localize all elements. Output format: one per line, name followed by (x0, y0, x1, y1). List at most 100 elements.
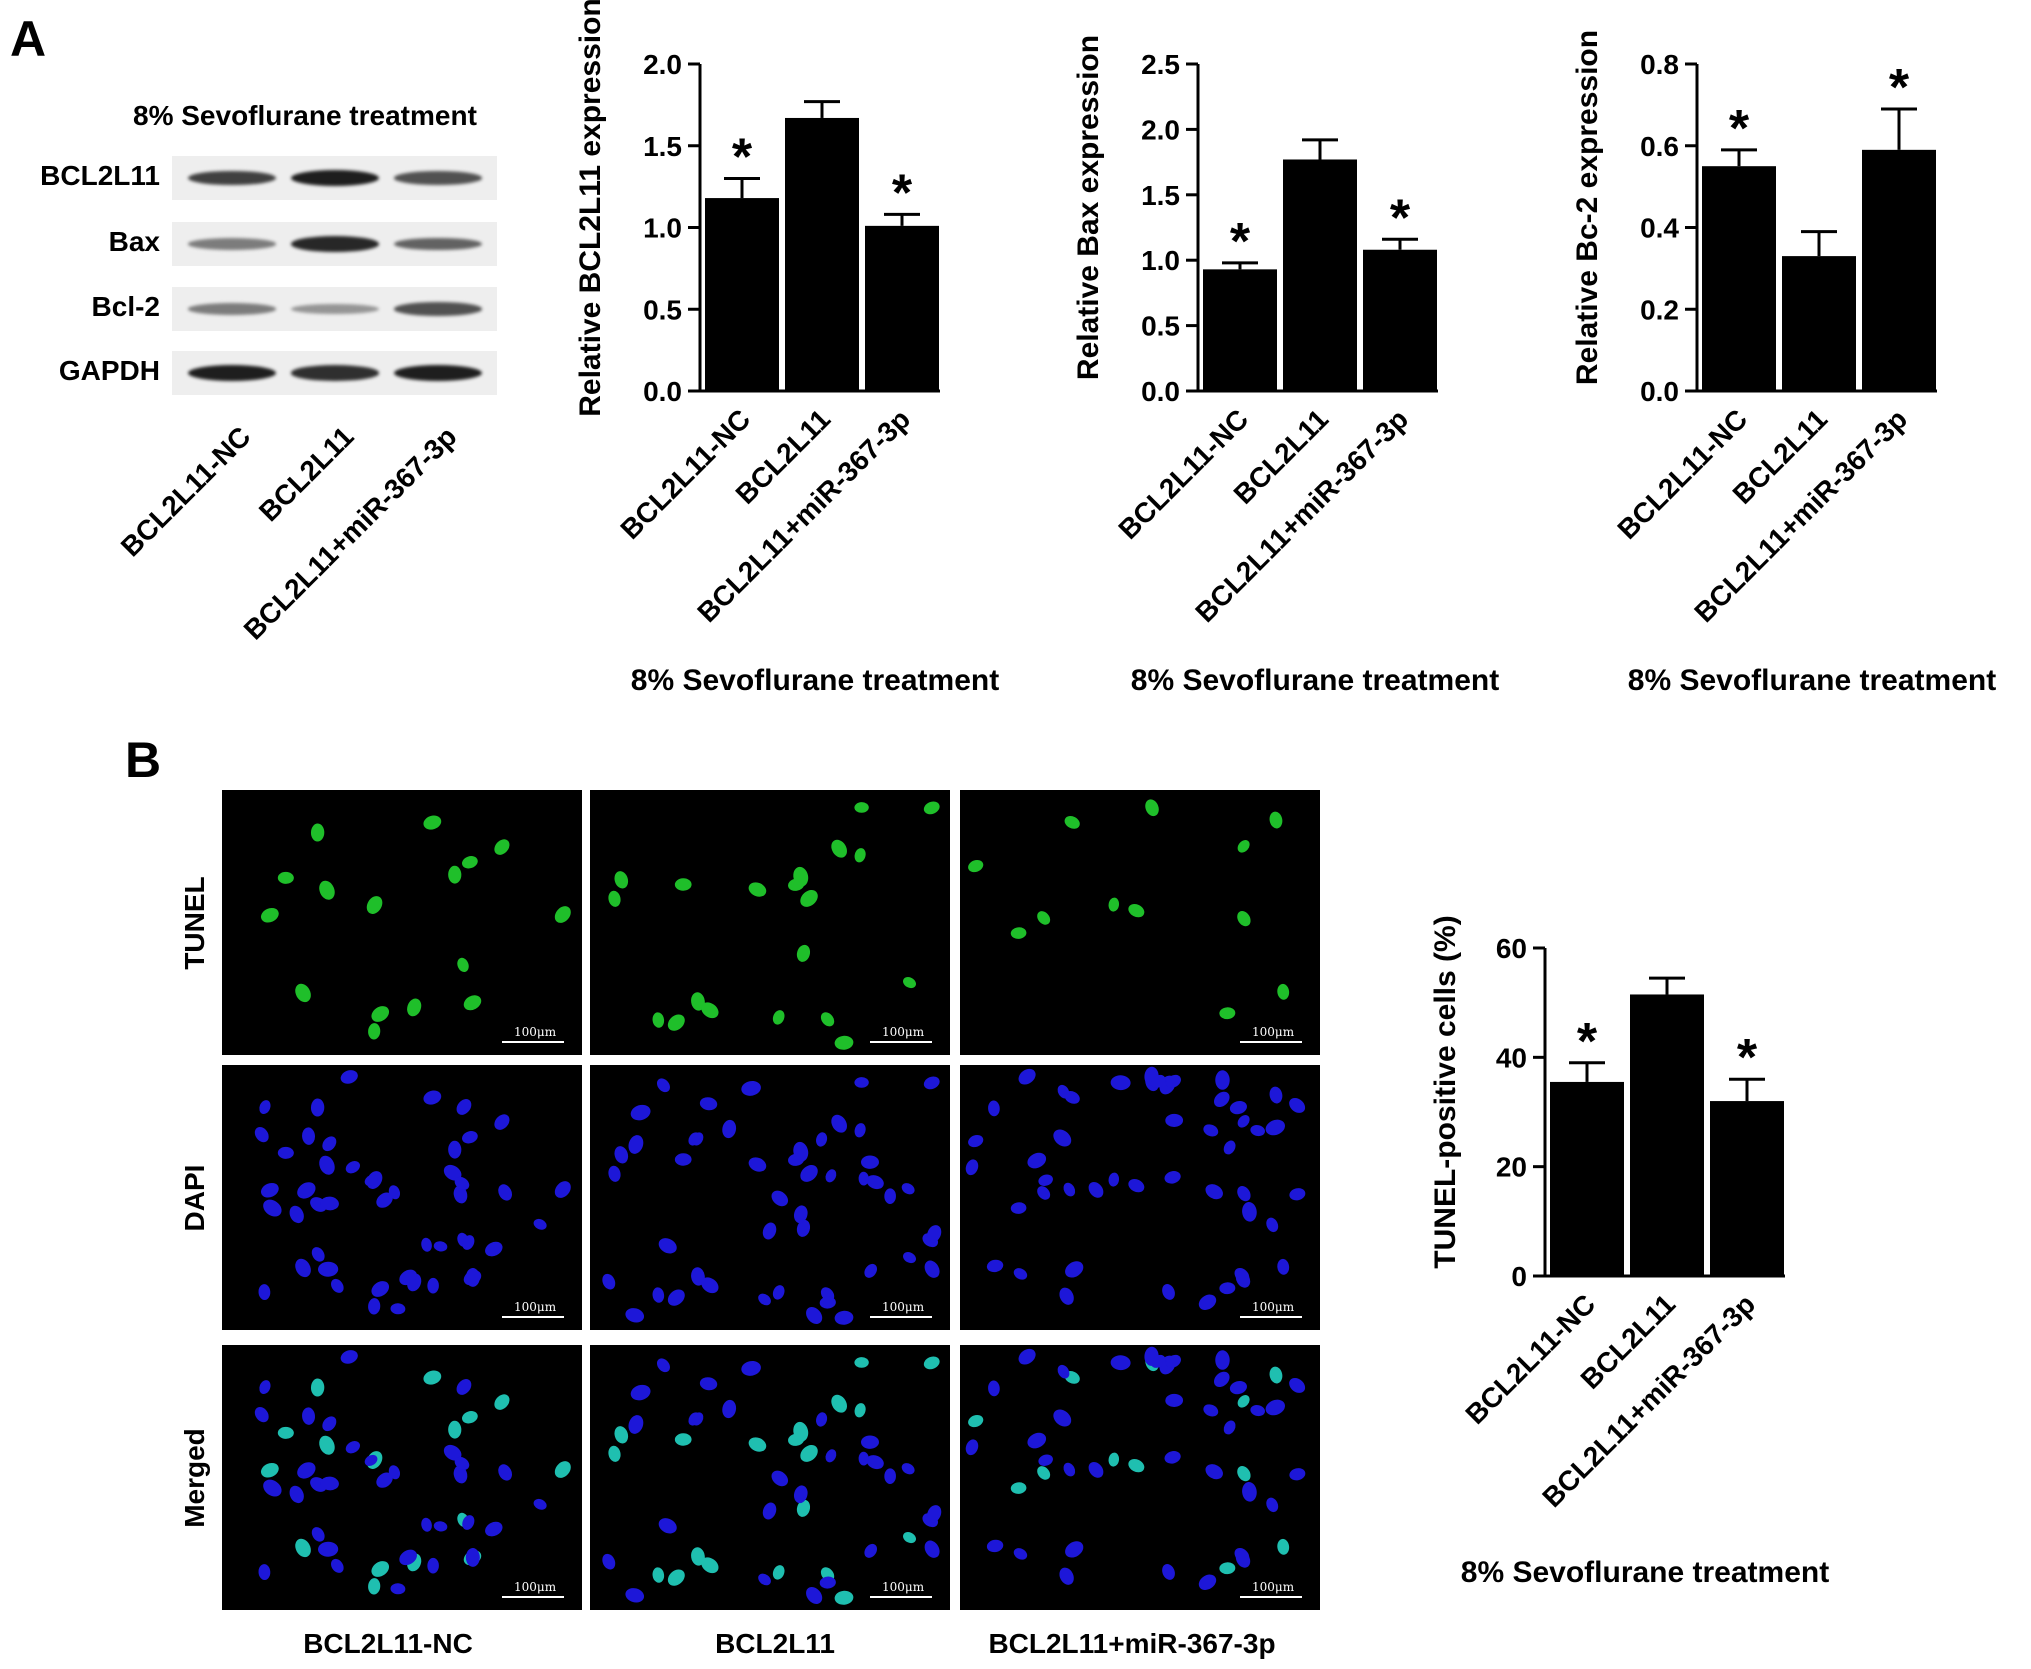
cell-nucleus (289, 1485, 304, 1504)
cell-nucleus (1266, 1497, 1279, 1513)
x-axis-label: 8% Sevoflurane treatment (1461, 1556, 1829, 1589)
micrograph-cells (608, 801, 940, 1050)
scale-bar (1240, 1596, 1302, 1598)
micrograph-merged-bcl2l11: 100μm (590, 1345, 950, 1610)
cell-nucleus (1289, 1098, 1306, 1113)
cell-nucleus (866, 1455, 884, 1470)
cell-nucleus (923, 801, 940, 815)
cell-nucleus (903, 977, 916, 989)
cell-nucleus (630, 1384, 651, 1401)
cell-nucleus (901, 1183, 915, 1195)
cell-nucleus (295, 983, 311, 1003)
cell-nucleus (453, 1185, 468, 1204)
cell-nucleus (816, 1132, 828, 1147)
cell-nucleus (722, 1119, 737, 1139)
cell-nucleus (427, 1557, 439, 1574)
cell-nucleus (924, 1260, 940, 1278)
cell-nucleus (772, 1010, 785, 1025)
cell-nucleus (1018, 1068, 1036, 1085)
cell-nucleus (748, 1437, 767, 1452)
cell-nucleus (860, 1435, 879, 1449)
cell-nucleus (1057, 1364, 1070, 1379)
wb-band-bcl2l11-bcl2l11 (291, 170, 379, 186)
cell-nucleus (318, 1261, 339, 1277)
cell-nucleus (1010, 927, 1027, 939)
scale-bar-label: 100μm (514, 1580, 557, 1594)
row-label-tunel: TUNEL (179, 875, 210, 970)
cell-nucleus (1229, 1380, 1247, 1395)
y-tick-label: 0 (1511, 1261, 1527, 1292)
y-axis-label: TUNEL-positive cells (%) (1429, 915, 1462, 1268)
y-tick-label: 0.0 (643, 376, 682, 407)
cell-nucleus (758, 1573, 771, 1586)
bar-bcl2l11-mir-367-3p (1862, 149, 1936, 391)
cell-nucleus (427, 1277, 439, 1294)
column-label-bcl2l11: BCL2L11 (715, 1628, 835, 1659)
cell-nucleus (494, 1394, 510, 1410)
cell-nucleus (295, 1258, 311, 1278)
bar-bcl2l11-nc (1702, 166, 1776, 391)
cell-nucleus (701, 1557, 719, 1574)
cell-nucleus (1013, 1268, 1028, 1280)
cell-nucleus (1164, 1451, 1181, 1464)
wb-label-bcl-2: Bcl-2 (91, 291, 160, 322)
cell-nucleus (421, 1517, 432, 1532)
cell-nucleus (311, 1527, 325, 1542)
cell-nucleus (762, 1502, 777, 1520)
cell-nucleus (834, 1310, 854, 1325)
cell-nucleus (816, 1412, 828, 1427)
cell-nucleus (652, 1012, 665, 1028)
wb-strip-bax (172, 222, 497, 266)
wb-label-bax: Bax (108, 226, 160, 257)
cell-nucleus (688, 1132, 701, 1146)
cell-nucleus (368, 1023, 381, 1040)
cell-nucleus (758, 1293, 771, 1306)
cell-nucleus (1027, 1432, 1047, 1449)
cell-nucleus (854, 1123, 866, 1138)
cell-nucleus (793, 1141, 809, 1162)
cell-nucleus (793, 1421, 809, 1442)
panel-letter-b: B (125, 732, 162, 788)
cell-nucleus (674, 878, 692, 891)
cell-nucleus (614, 1146, 629, 1164)
cell-nucleus (866, 1175, 884, 1190)
cell-nucleus (554, 1461, 571, 1478)
cell-nucleus (1150, 1354, 1166, 1368)
cell-nucleus (1057, 1084, 1070, 1099)
cell-nucleus (1213, 1091, 1230, 1108)
bar-bcl2l11 (1283, 159, 1357, 391)
cell-nucleus (800, 1445, 818, 1462)
cell-nucleus (667, 1289, 685, 1306)
y-tick-label: 0.0 (1141, 376, 1180, 407)
significance-marker: * (1577, 1013, 1598, 1071)
cell-nucleus (388, 1465, 401, 1480)
cell-nucleus (456, 1099, 472, 1115)
cell-nucleus (674, 1153, 692, 1166)
cell-nucleus (1165, 1354, 1181, 1368)
cell-nucleus (748, 1157, 767, 1172)
cell-nucleus (453, 1465, 468, 1484)
cell-nucleus (421, 1237, 432, 1252)
cell-nucleus (1108, 1452, 1120, 1467)
cell-nucleus (965, 1159, 979, 1176)
western-blot-title: 8% Sevoflurane treatment (133, 100, 477, 131)
cell-nucleus (1088, 1461, 1104, 1478)
cell-nucleus (260, 1182, 279, 1198)
cell-nucleus (1110, 1075, 1131, 1091)
cell-nucleus (1265, 1399, 1285, 1416)
scale-bar-label: 100μm (1252, 1300, 1295, 1314)
significance-marker: * (1390, 189, 1411, 247)
cell-nucleus (1269, 1366, 1283, 1384)
micrograph-cells (254, 1070, 571, 1315)
cell-nucleus (1289, 1188, 1306, 1201)
wb-band-bax-bcl2l11-mir-367-3p (394, 237, 482, 251)
scale-bar-label: 100μm (514, 1300, 557, 1314)
cell-nucleus (834, 1590, 854, 1605)
cell-nucleus (1237, 1186, 1251, 1202)
cell-nucleus (448, 1140, 462, 1159)
cell-nucleus (498, 1464, 512, 1481)
cell-nucleus (390, 1303, 406, 1315)
cell-nucleus (443, 1164, 462, 1181)
